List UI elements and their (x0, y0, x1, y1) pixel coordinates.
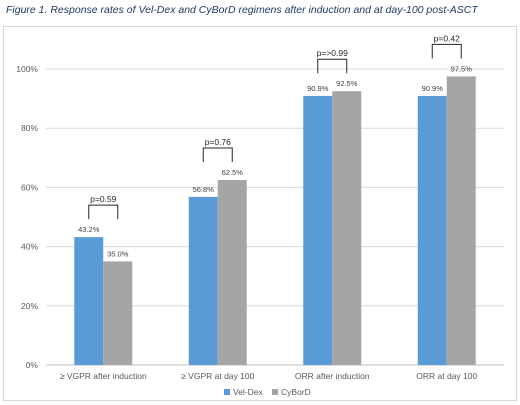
significance-bracket (202, 147, 233, 162)
y-tick-label: 40% (21, 242, 38, 252)
y-tick-label: 0% (26, 360, 39, 370)
p-value-annotation: p=>0.99 (317, 48, 348, 58)
data-label: 90.9% (307, 84, 329, 93)
bar-vel-dex (303, 95, 333, 365)
x-tick-label: ≥ VGPR at day 100 (181, 371, 254, 381)
bar-cybord (217, 180, 247, 365)
y-tick-label: 80% (21, 123, 38, 133)
data-label: 43.2% (78, 225, 100, 234)
data-label: 62.5% (222, 168, 244, 177)
data-label: 35.0% (107, 249, 129, 258)
x-tick-label: ORR after induction (295, 371, 370, 381)
significance-bracket (88, 204, 119, 220)
bar-vel-dex (417, 95, 447, 365)
p-value-annotation: p=0.59 (90, 194, 117, 204)
significance-bracket (431, 43, 462, 59)
bar-vel-dex (188, 196, 218, 365)
y-tick-label: 100% (16, 64, 38, 74)
y-tick-label: 20% (21, 301, 38, 311)
legend-swatch-cybord (272, 389, 278, 395)
x-tick-label: ≥ VGPR after induction (60, 371, 147, 381)
data-label: 56.8% (193, 185, 215, 194)
y-tick-label: 60% (21, 182, 38, 192)
bar-cybord (103, 261, 133, 365)
p-value-annotation: p=0.76 (205, 137, 232, 147)
data-label: 90.9% (422, 84, 444, 93)
bar-cybord (332, 91, 362, 365)
data-label: 97.5% (451, 64, 473, 73)
figure-caption: Figure 1. Response rates of Vel-Dex and … (6, 4, 478, 16)
p-value-annotation: p=0.42 (434, 33, 461, 43)
legend-label: CyBorD (281, 387, 311, 397)
data-label: 92.5% (336, 79, 358, 88)
significance-bracket (317, 58, 348, 74)
x-tick-label: ORR at day 100 (416, 371, 477, 381)
bar-cybord (446, 76, 476, 366)
bar-vel-dex (74, 237, 104, 365)
chart-frame (3, 26, 517, 401)
legend-swatch-vel-dex (224, 389, 230, 395)
legend-label: Vel-Dex (233, 387, 264, 397)
